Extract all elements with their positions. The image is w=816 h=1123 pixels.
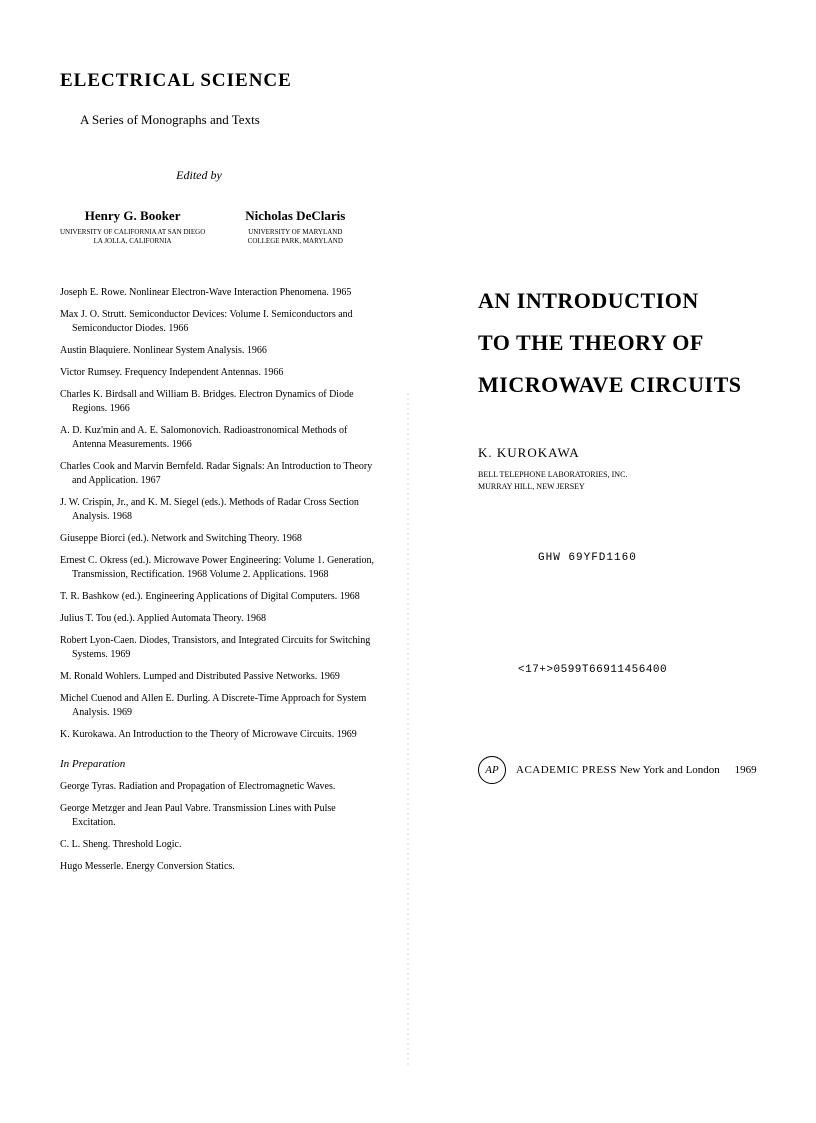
author-affil-1: BELL TELEPHONE LABORATORIES, INC. [478, 469, 786, 480]
monograph-entry: A. D. Kuz'min and A. E. Salomonovich. Ra… [60, 424, 378, 452]
in-preparation-heading: In Preparation [60, 758, 378, 770]
series-subtitle: A Series of Monographs and Texts [80, 112, 378, 128]
title-line-3: MICROWAVE CIRCUITS [478, 364, 786, 406]
monograph-entry: M. Ronald Wohlers. Lumped and Distribute… [60, 670, 378, 684]
edited-by-label: Edited by [20, 168, 378, 183]
publisher-name: ACADEMIC PRESS [516, 764, 617, 776]
catalog-code-2: <17+>0599T66911456400 [518, 664, 786, 676]
monograph-entry: Austin Blaquiere. Nonlinear System Analy… [60, 344, 378, 358]
author-affiliation: BELL TELEPHONE LABORATORIES, INC. MURRAY… [478, 469, 786, 491]
editors-block: Henry G. Booker UNIVERSITY OF CALIFORNIA… [60, 208, 378, 246]
editor-1: Henry G. Booker UNIVERSITY OF CALIFORNIA… [60, 208, 205, 246]
prep-entry: George Tyras. Radiation and Propagation … [60, 780, 378, 794]
left-page: ELECTRICAL SCIENCE A Series of Monograph… [0, 0, 408, 1123]
catalog-code-1: GHW 69YFD1160 [538, 552, 786, 564]
author-name: K. KUROKAWA [478, 445, 786, 461]
publisher-row: AP ACADEMIC PRESS New York and London 19… [478, 756, 786, 784]
monograph-entry: Julius T. Tou (ed.). Applied Automata Th… [60, 612, 378, 626]
editor-1-affil1: UNIVERSITY OF CALIFORNIA AT SAN DIEGO [60, 228, 205, 237]
academic-press-logo: AP [478, 756, 506, 784]
prep-entry: Hugo Messerle. Energy Conversion Statics… [60, 860, 378, 874]
publication-year: 1969 [735, 764, 757, 776]
monograph-entry: Victor Rumsey. Frequency Independent Ant… [60, 366, 378, 380]
monograph-entry: Robert Lyon-Caen. Diodes, Transistors, a… [60, 634, 378, 662]
in-preparation-list: George Tyras. Radiation and Propagation … [60, 780, 378, 874]
editor-2-affil2: COLLEGE PARK, MARYLAND [245, 237, 345, 246]
monograph-entry: Charles K. Birdsall and William B. Bridg… [60, 388, 378, 416]
monograph-entry: Joseph E. Rowe. Nonlinear Electron-Wave … [60, 286, 378, 300]
monograph-list: Joseph E. Rowe. Nonlinear Electron-Wave … [60, 286, 378, 742]
editor-1-affil2: LA JOLLA, CALIFORNIA [60, 237, 205, 246]
monograph-entry: Charles Cook and Marvin Bernfeld. Radar … [60, 460, 378, 488]
monograph-entry: T. R. Bashkow (ed.). Engineering Applica… [60, 590, 378, 604]
book-title: AN INTRODUCTION TO THE THEORY OF MICROWA… [478, 280, 786, 405]
editor-1-name: Henry G. Booker [60, 208, 205, 224]
editor-2: Nicholas DeClaris UNIVERSITY OF MARYLAND… [245, 208, 345, 246]
prep-entry: George Metzger and Jean Paul Vabre. Tran… [60, 802, 378, 830]
publisher-location: New York and London [620, 764, 720, 776]
prep-entry: C. L. Sheng. Threshold Logic. [60, 838, 378, 852]
monograph-entry: J. W. Crispin, Jr., and K. M. Siegel (ed… [60, 496, 378, 524]
monograph-entry: K. Kurokawa. An Introduction to the Theo… [60, 728, 378, 742]
right-page: AN INTRODUCTION TO THE THEORY OF MICROWA… [408, 0, 816, 1123]
editor-2-affil1: UNIVERSITY OF MARYLAND [245, 228, 345, 237]
title-line-2: TO THE THEORY OF [478, 322, 786, 364]
monograph-entry: Ernest C. Okress (ed.). Microwave Power … [60, 554, 378, 582]
monograph-entry: Max J. O. Strutt. Semiconductor Devices:… [60, 308, 378, 336]
editor-2-name: Nicholas DeClaris [245, 208, 345, 224]
author-affil-2: MURRAY HILL, NEW JERSEY [478, 481, 786, 492]
series-title: ELECTRICAL SCIENCE [60, 70, 378, 92]
monograph-entry: Michel Cuenod and Allen E. Durling. A Di… [60, 692, 378, 720]
publisher-text: ACADEMIC PRESS New York and London 1969 [516, 764, 757, 776]
title-line-1: AN INTRODUCTION [478, 280, 786, 322]
monograph-entry: Giuseppe Biorci (ed.). Network and Switc… [60, 532, 378, 546]
